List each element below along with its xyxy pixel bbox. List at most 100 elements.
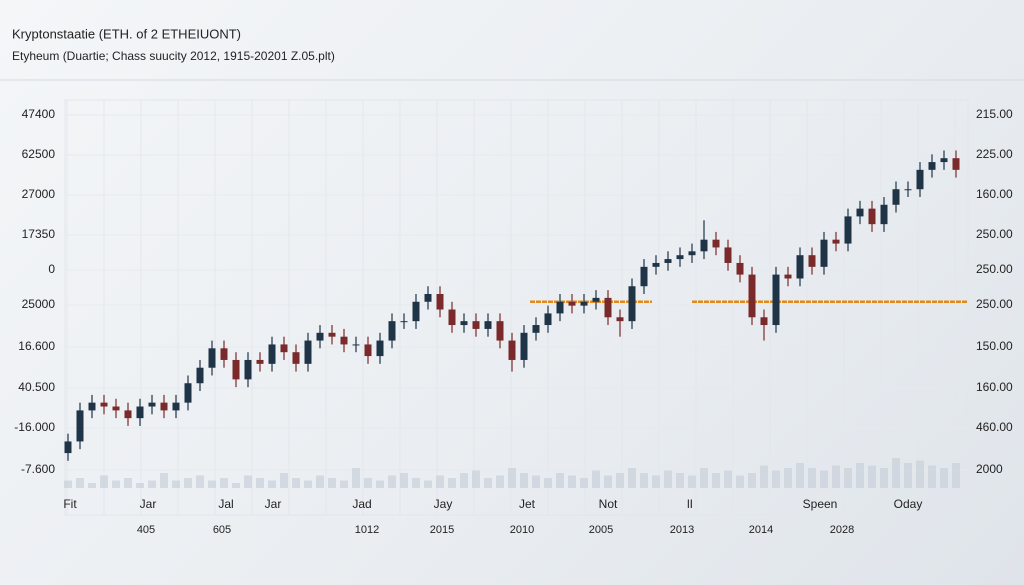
candle-body bbox=[508, 340, 516, 360]
candle-body bbox=[124, 410, 132, 419]
x-label: Speen bbox=[803, 497, 838, 511]
candle-body bbox=[688, 251, 696, 256]
candle-body bbox=[856, 208, 864, 217]
volume-bar bbox=[520, 473, 528, 488]
candle-body bbox=[520, 332, 528, 360]
volume-bar bbox=[400, 473, 408, 488]
right-axis-label: 250.00 bbox=[976, 297, 1013, 311]
candle-body bbox=[376, 340, 384, 357]
chart-title: Kryptonstaatie (ETH. of 2 ETHEIUONT) bbox=[12, 26, 241, 41]
left-axis-label: 17350 bbox=[22, 227, 56, 241]
candle-body bbox=[760, 317, 768, 326]
candle-body bbox=[868, 208, 876, 225]
volume-bar bbox=[280, 473, 288, 488]
candle-body bbox=[772, 274, 780, 326]
x-label-secondary: 2005 bbox=[589, 524, 613, 536]
right-axis-label: 250.00 bbox=[976, 262, 1013, 276]
candle-body bbox=[652, 262, 660, 267]
volume-bar bbox=[856, 463, 864, 488]
candle-body bbox=[532, 325, 540, 333]
candle-body bbox=[832, 239, 840, 244]
volume-bar bbox=[292, 478, 300, 488]
x-label: Jar bbox=[265, 497, 282, 511]
candle-body bbox=[160, 402, 168, 411]
volume-bar bbox=[256, 478, 264, 488]
volume-bar bbox=[436, 475, 444, 488]
volume-bar bbox=[148, 480, 156, 488]
volume-bar bbox=[904, 463, 912, 488]
right-axis-label: 250.00 bbox=[976, 227, 1013, 241]
right-axis-label: 460.00 bbox=[976, 420, 1013, 434]
candle-body bbox=[424, 294, 432, 302]
volume-bar bbox=[76, 478, 84, 488]
candle-body bbox=[256, 359, 264, 364]
volume-bar bbox=[220, 478, 228, 488]
volume-bar bbox=[952, 463, 960, 488]
volume-bar bbox=[868, 465, 876, 488]
candle-body bbox=[340, 336, 348, 345]
volume-bar bbox=[844, 468, 852, 488]
volume-bar bbox=[748, 473, 756, 488]
candle-body bbox=[736, 262, 744, 275]
volume-bar bbox=[268, 480, 276, 488]
volume-bar bbox=[100, 475, 108, 488]
candle-body bbox=[148, 402, 156, 407]
candle-body bbox=[100, 402, 108, 407]
candle-body bbox=[748, 274, 756, 318]
volume-bar bbox=[412, 478, 420, 488]
candle-body bbox=[916, 169, 924, 190]
candle-body bbox=[184, 383, 192, 403]
candle-body bbox=[232, 359, 240, 380]
volume-bar bbox=[772, 470, 780, 488]
volume-bar bbox=[808, 468, 816, 488]
candle-body bbox=[76, 410, 84, 442]
volume-bar bbox=[796, 463, 804, 488]
candle-body bbox=[568, 301, 576, 306]
candle-body bbox=[784, 274, 792, 279]
left-axis-label: -7.600 bbox=[21, 462, 55, 476]
candle-body bbox=[700, 239, 708, 252]
candle-body bbox=[220, 348, 228, 360]
candle-body bbox=[460, 321, 468, 326]
x-label-secondary: 605 bbox=[213, 524, 231, 536]
volume-bar bbox=[616, 473, 624, 488]
x-label: lI bbox=[687, 497, 693, 511]
volume-bar bbox=[724, 470, 732, 488]
volume-bar bbox=[760, 465, 768, 488]
volume-bar bbox=[832, 465, 840, 488]
volume-bar bbox=[328, 478, 336, 488]
volume-bar bbox=[664, 470, 672, 488]
volume-bar bbox=[208, 480, 216, 488]
left-axis-label: 27000 bbox=[22, 187, 56, 201]
x-label-secondary: 1012 bbox=[355, 524, 379, 536]
candle-body bbox=[724, 247, 732, 263]
candle-body bbox=[808, 255, 816, 267]
candle-body bbox=[316, 332, 324, 341]
volume-bar bbox=[820, 470, 828, 488]
volume-bar bbox=[352, 468, 360, 488]
candle-body bbox=[892, 189, 900, 205]
candle-body bbox=[484, 321, 492, 329]
volume-bar bbox=[700, 468, 708, 488]
x-label: Jar bbox=[140, 497, 157, 511]
candle-body bbox=[640, 266, 648, 287]
volume-bar bbox=[532, 475, 540, 488]
candle-body bbox=[712, 239, 720, 248]
volume-bar bbox=[376, 480, 384, 488]
volume-bar bbox=[592, 470, 600, 488]
volume-bar bbox=[136, 483, 144, 488]
x-label-secondary: 2015 bbox=[430, 524, 454, 536]
candle-body bbox=[904, 189, 912, 191]
volume-bar bbox=[508, 468, 516, 488]
volume-bar bbox=[784, 468, 792, 488]
right-axis-label: 160.00 bbox=[976, 380, 1013, 394]
candle-body bbox=[304, 340, 312, 364]
x-label-secondary: 405 bbox=[137, 524, 155, 536]
x-label: Jad bbox=[352, 497, 371, 511]
volume-bar bbox=[892, 458, 900, 488]
left-axis-label: 62500 bbox=[22, 147, 56, 161]
volume-bar bbox=[160, 473, 168, 488]
candle-body bbox=[280, 344, 288, 353]
candle-body bbox=[352, 344, 360, 346]
